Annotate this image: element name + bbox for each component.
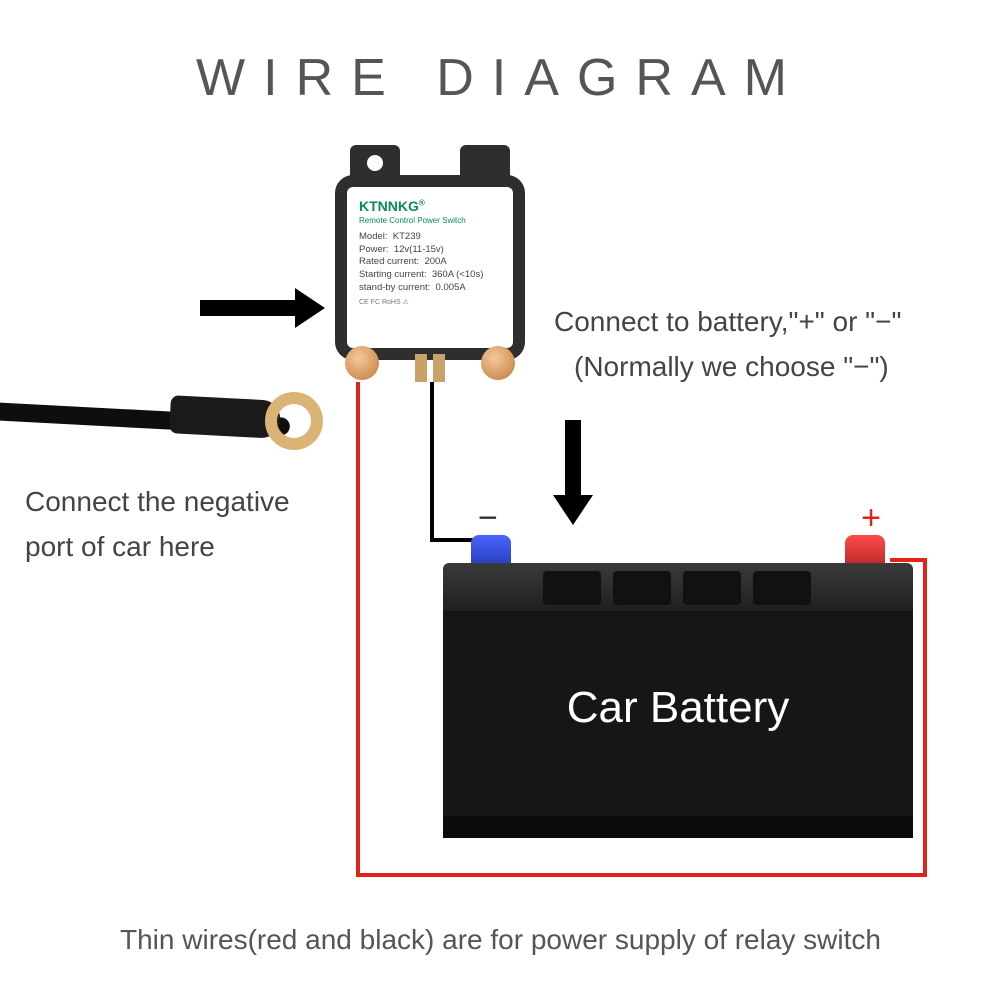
page-title: WIRE DIAGRAM [0, 48, 1001, 108]
battery-base [443, 816, 913, 838]
label-connect-negative: Connect the negative port of car here [25, 480, 290, 570]
polarity-positive: + [861, 499, 881, 538]
arrow-to-battery-icon [565, 420, 581, 495]
relay-thin-post [433, 354, 445, 382]
relay-brand: KTNNKG® [359, 197, 501, 216]
car-battery: − + Car Battery [443, 563, 913, 838]
relay-specs: Model: KT239 Power: 12v(11-15v) Rated cu… [359, 231, 501, 295]
relay-subtitle: Remote Control Power Switch [359, 216, 501, 227]
black-wire [432, 382, 480, 540]
relay-thin-post [415, 354, 427, 382]
footer-note: Thin wires(red and black) are for power … [0, 924, 1001, 956]
relay-terminal-right [481, 346, 515, 380]
relay-cert-icons: CE FC RoHS ⚠ [359, 298, 501, 307]
battery-top [443, 563, 913, 611]
polarity-negative: − [478, 499, 498, 538]
relay-spec-label: KTNNKG® Remote Control Power Switch Mode… [347, 187, 513, 348]
relay-terminal-left [345, 346, 379, 380]
cable-heatshrink [169, 395, 281, 439]
relay-mount-tab [350, 145, 400, 185]
battery-label: Car Battery [443, 683, 913, 733]
relay-switch: KTNNKG® Remote Control Power Switch Mode… [335, 175, 525, 360]
label-connect-battery: Connect to battery,"+" or "−" (Normally … [554, 300, 901, 390]
arrow-to-relay-icon [200, 300, 295, 316]
relay-mount-tab [460, 145, 510, 185]
ring-terminal [265, 392, 323, 450]
